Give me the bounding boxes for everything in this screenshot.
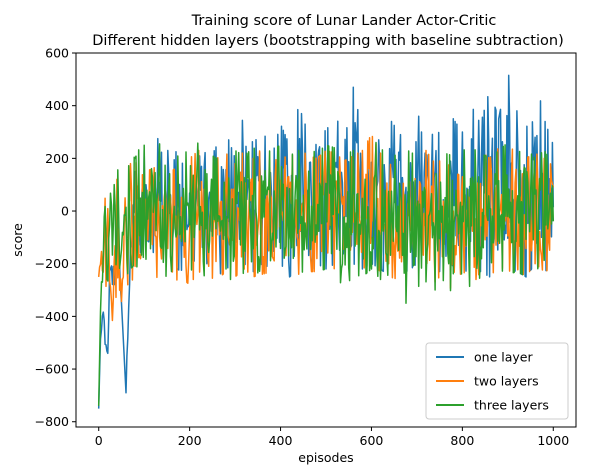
legend-label-1: one layer bbox=[474, 350, 533, 365]
x-axis-ticks: 0 200 400 600 800 1000 bbox=[95, 427, 569, 448]
x-tick-label: 600 bbox=[360, 433, 384, 448]
legend: one layer two layers three layers bbox=[425, 342, 569, 420]
legend-entries: one layer two layers three layers bbox=[436, 350, 549, 413]
x-tick-label: 0 bbox=[95, 433, 103, 448]
y-axis-ticks: −800 −600 −400 −200 0 200 400 600 bbox=[35, 46, 76, 429]
y-tick-label: 600 bbox=[45, 46, 69, 61]
x-tick-label: 400 bbox=[269, 433, 293, 448]
plot-frame bbox=[75, 52, 577, 428]
y-tick-label: 200 bbox=[45, 151, 69, 166]
chart-title: Training score of Lunar Lander Actor-Cri… bbox=[191, 13, 497, 29]
y-tick-label: −800 bbox=[35, 414, 69, 429]
x-tick-label: 1000 bbox=[537, 433, 569, 448]
x-tick-label: 800 bbox=[450, 433, 474, 448]
legend-box bbox=[425, 342, 569, 420]
series-line-3 bbox=[97, 141, 555, 406]
series-line-2 bbox=[97, 135, 555, 322]
legend-label-3: three layers bbox=[474, 398, 549, 413]
x-axis-label: episodes bbox=[298, 450, 353, 465]
y-tick-label: −600 bbox=[35, 362, 69, 377]
y-tick-label: 0 bbox=[61, 204, 69, 219]
y-axis-label: score bbox=[10, 223, 25, 257]
y-tick-label: 400 bbox=[45, 98, 69, 113]
x-tick-label: 200 bbox=[178, 433, 202, 448]
y-tick-label: −400 bbox=[35, 309, 69, 324]
chart-subtitle: Different hidden layers (bootstrapping w… bbox=[92, 33, 563, 49]
y-tick-label: −200 bbox=[35, 256, 69, 271]
legend-label-2: two layers bbox=[474, 374, 539, 389]
series-layer bbox=[97, 74, 555, 409]
